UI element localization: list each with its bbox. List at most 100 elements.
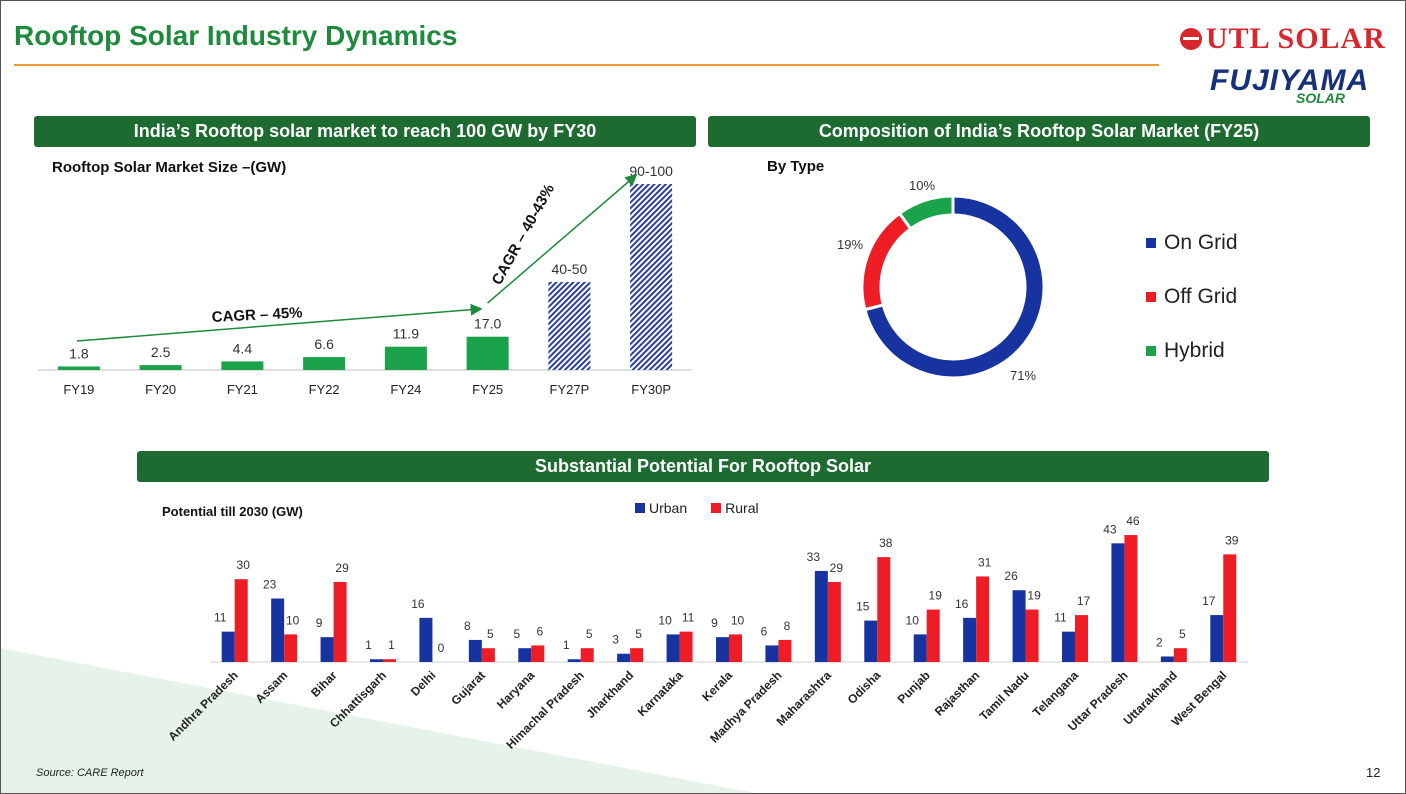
potential-bar-urban-telangana <box>1062 631 1075 662</box>
source-note: Source: CARE Report <box>36 767 144 779</box>
market-value-label-fy25: 17.0 <box>474 316 501 332</box>
donut-slice-hybrid <box>897 194 955 231</box>
market-value-label-fy30p: 90-100 <box>629 163 673 179</box>
donut-label-on-grid: 71% <box>1010 368 1036 383</box>
potential-tick-rajasthan: Rajasthan <box>932 668 982 718</box>
potential-value-urban-west-bengal: 17 <box>1202 594 1216 608</box>
market-bar-fy27p <box>548 281 591 370</box>
potential-tick-bihar: Bihar <box>308 668 340 700</box>
potential-value-urban-assam: 23 <box>263 578 277 592</box>
potential-bar-urban-rajasthan <box>963 617 977 662</box>
potential-tick-karnataka: Karnataka <box>635 668 686 719</box>
market-size-chart: 1.8 FY19 2.5 FY20 4.4 FY21 6.6 FY22 11.9 FY24 17.0… <box>38 163 692 397</box>
potential-bar-urban-madhya-pradesh <box>765 645 779 662</box>
potential-value-urban-delhi: 16 <box>411 597 425 611</box>
potential-bar-rural-tamil-nadu <box>1025 609 1039 662</box>
potential-value-rural-tamil-nadu: 19 <box>1027 589 1041 603</box>
market-bar-fy19 <box>57 366 100 370</box>
potential-bar-urban-bihar <box>320 637 334 662</box>
donut-slice-off-grid <box>860 211 913 312</box>
legend-swatch-off-grid <box>1146 292 1156 302</box>
potential-value-rural-punjab: 19 <box>929 589 943 603</box>
potential-banner: Substantial Potential For Rooftop Solar <box>137 451 1269 482</box>
potential-value-rural-bihar: 29 <box>335 561 349 575</box>
potential-value-rural-kerala: 10 <box>731 613 745 627</box>
market-tick-fy19: FY19 <box>63 382 94 397</box>
potential-tick-delhi: Delhi <box>408 668 439 699</box>
potential-bar-urban-odisha <box>864 620 878 662</box>
potential-tick-assam: Assam <box>253 668 291 706</box>
potential-bar-urban-assam <box>271 598 285 662</box>
utl-logo-text: UTL SOLAR <box>1206 22 1386 55</box>
potential-bar-rural-telangana <box>1075 615 1088 662</box>
legend-label-rural: Rural <box>725 500 759 516</box>
legend-label-off-grid: Off Grid <box>1164 285 1238 308</box>
potential-bar-rural-jharkhand <box>630 648 644 662</box>
donut-label-off-grid: 19% <box>837 237 863 252</box>
market-tick-fy30p: FY30P <box>631 382 671 397</box>
potential-value-urban-uttarakhand: 2 <box>1156 635 1163 649</box>
composition-banner: Composition of India’s Rooftop Solar Mar… <box>708 116 1370 147</box>
potential-value-rural-karnataka: 11 <box>682 611 695 625</box>
market-tick-fy24: FY24 <box>390 382 421 397</box>
potential-bar-urban-punjab <box>913 634 927 662</box>
potential-bar-urban-west-bengal <box>1210 615 1224 662</box>
potential-tick-andhra-pradesh: Andhra Pradesh <box>165 668 240 743</box>
potential-bar-rural-punjab <box>926 609 940 662</box>
donut-chart-title: By Type <box>767 158 825 175</box>
legend-swatch-on-grid <box>1146 238 1156 248</box>
legend-label-urban: Urban <box>649 500 688 516</box>
potential-tick-haryana: Haryana <box>494 668 538 712</box>
page-number: 12 <box>1366 765 1381 780</box>
market-bar-fy24 <box>384 346 427 370</box>
potential-bar-urban-delhi <box>419 617 433 662</box>
legend-item-urban: Urban <box>635 500 687 516</box>
potential-value-rural-haryana: 6 <box>536 624 543 638</box>
potential-value-urban-kerala: 9 <box>711 616 718 630</box>
legend-swatch-hybrid <box>1146 346 1156 356</box>
potential-bar-rural-rajasthan <box>976 576 990 662</box>
potential-bar-urban-uttarakhand <box>1160 656 1174 662</box>
potential-bar-rural-andhra-pradesh <box>234 579 248 662</box>
potential-value-rural-odisha: 38 <box>879 536 893 550</box>
potential-value-urban-jharkhand: 3 <box>612 633 619 647</box>
potential-value-rural-west-bengal: 39 <box>1225 533 1239 547</box>
potential-bar-urban-chhattisgarh <box>370 659 383 662</box>
market-bar-fy21 <box>221 361 264 370</box>
market-value-label-fy21: 4.4 <box>233 340 253 356</box>
market-tick-fy22: FY22 <box>309 382 340 397</box>
potential-bar-rural-chhattisgarh <box>383 659 396 662</box>
cagr-arrow-1 <box>76 303 483 342</box>
potential-bar-urban-karnataka <box>666 634 680 662</box>
market-bar-fy25 <box>466 336 509 370</box>
potential-value-rural-uttar-pradesh: 46 <box>1126 514 1140 528</box>
potential-chart-title: Potential till 2030 (GW) <box>162 504 303 519</box>
potential-bar-urban-tamil-nadu <box>1012 590 1026 662</box>
potential-value-urban-punjab: 10 <box>906 613 920 627</box>
potential-value-rural-uttarakhand: 5 <box>1179 627 1186 641</box>
market-tick-fy27p: FY27P <box>550 382 590 397</box>
potential-value-rural-delhi: 0 <box>438 641 445 655</box>
legend-swatch-urban <box>635 503 645 513</box>
potential-value-urban-odisha: 15 <box>856 600 870 614</box>
potential-value-rural-rajasthan: 31 <box>978 555 992 569</box>
potential-value-urban-bihar: 9 <box>316 616 323 630</box>
potential-value-rural-chhattisgarh: 1 <box>388 638 395 652</box>
potential-value-rural-jharkhand: 5 <box>635 627 642 641</box>
potential-bar-rural-madhya-pradesh <box>778 639 792 662</box>
legend-swatch-rural <box>711 503 722 513</box>
potential-value-urban-gujarat: 8 <box>464 619 471 633</box>
potential-bar-rural-karnataka <box>679 631 693 662</box>
potential-legend: Urban Rural <box>635 500 783 516</box>
market-tick-fy21: FY21 <box>227 382 258 397</box>
potential-bar-rural-kerala <box>729 634 742 662</box>
potential-value-urban-uttar-pradesh: 43 <box>1103 522 1117 536</box>
legend-item-hybrid: Hybrid <box>1146 324 1238 378</box>
potential-value-urban-karnataka: 10 <box>658 613 672 627</box>
potential-bar-rural-uttar-pradesh <box>1124 535 1138 662</box>
market-bar-fy22 <box>303 357 346 370</box>
potential-tick-jharkhand: Jharkhand <box>583 668 636 721</box>
market-value-label-fy24: 11.9 <box>393 326 419 342</box>
